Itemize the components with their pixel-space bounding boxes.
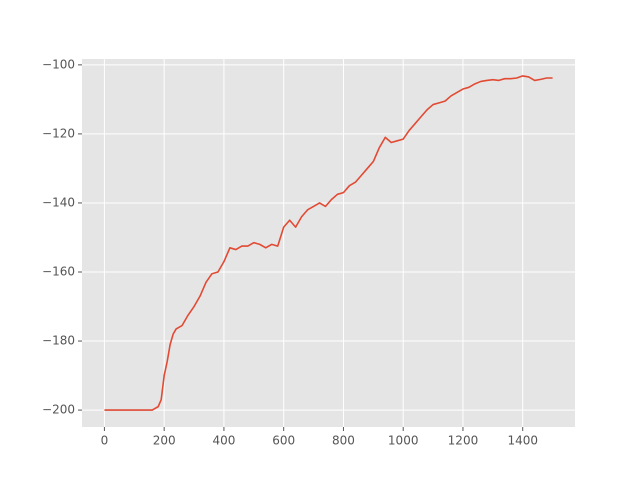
x-tick-label: 800 [332,434,355,448]
x-tick-label: 0 [101,434,109,448]
x-tick-label: 200 [153,434,176,448]
y-tick-label: −200 [42,403,75,417]
x-tick-label: 400 [212,434,235,448]
x-tick-label: 1400 [507,434,538,448]
x-tick-label: 600 [272,434,295,448]
y-tick-label: −100 [42,57,75,71]
plot-area [82,59,575,427]
x-tick-label: 1000 [388,434,419,448]
line [104,75,553,411]
y-tick-label: −180 [42,334,75,348]
y-tick-label: −120 [42,126,75,140]
x-tick-label: 1200 [448,434,479,448]
y-tick-label: −140 [42,195,75,209]
y-tick-label: −160 [42,264,75,278]
